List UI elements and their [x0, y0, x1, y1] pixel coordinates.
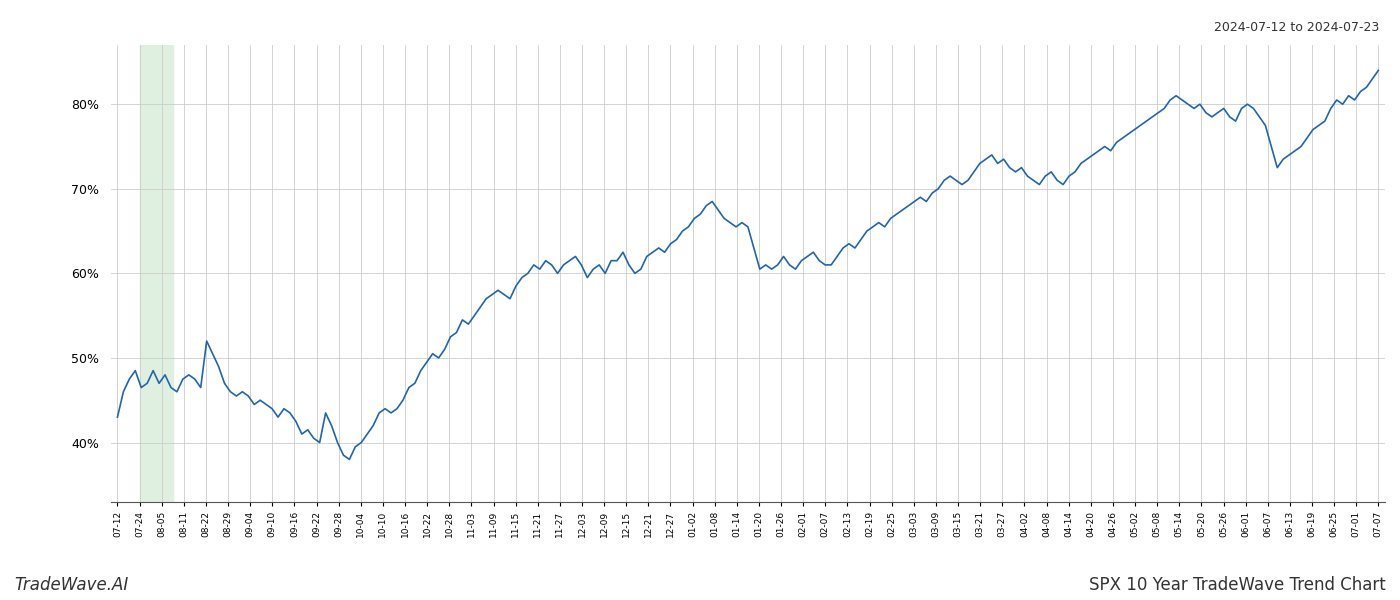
Text: 2024-07-12 to 2024-07-23: 2024-07-12 to 2024-07-23 — [1214, 21, 1379, 34]
Text: SPX 10 Year TradeWave Trend Chart: SPX 10 Year TradeWave Trend Chart — [1089, 576, 1386, 594]
Text: TradeWave.AI: TradeWave.AI — [14, 576, 129, 594]
Bar — [140, 45, 172, 502]
